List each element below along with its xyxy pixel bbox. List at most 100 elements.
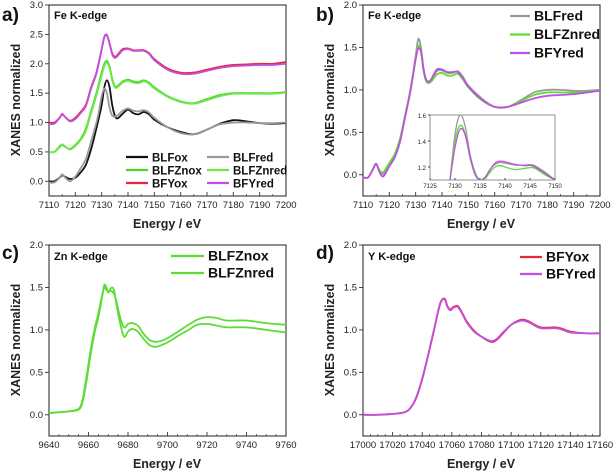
panel-d-y-k-edge: d) 17000 17020 17040 17060 17080 17100 17120 17…: [316, 240, 613, 471]
panel-a-series-bfyred: [49, 33, 286, 126]
panel-d-legend-item-bfyred: BFYred: [520, 266, 596, 282]
panel-d-x-tick-label: 17020: [379, 440, 405, 451]
panel-a-x-tick-label: 7170: [196, 200, 217, 211]
panel-a-x-tick-label: 7130: [91, 200, 112, 211]
panel-c-x-tick-label: 9640: [38, 440, 59, 451]
x-axis-title-c: Energy / eV: [133, 457, 202, 471]
panel-b-x-tick-label: 7180: [537, 200, 558, 211]
panel-d-x-tick-label: 17040: [409, 440, 435, 451]
x-axis-title-b: Energy / eV: [447, 217, 516, 231]
panel-a-y-tick-label: 2.5: [30, 29, 43, 40]
inset-series-group: [449, 115, 555, 180]
panel-a-legend-item-bfyox: BFYox: [126, 179, 188, 191]
panel-d-y-tick-label: 1.5: [344, 282, 357, 293]
panel-a-x-tick-label: 7180: [223, 200, 244, 211]
panel-b-legend-label: BFYred: [534, 45, 584, 61]
panel-label-d: d): [316, 243, 334, 264]
panel-c-y-tick-label: 1.5: [30, 282, 43, 293]
y-axis-title-c: XANES normalized: [9, 284, 23, 397]
panel-b-x-tick-label: 7200: [589, 200, 610, 211]
panel-c-y-tick-label: 1.0: [30, 325, 43, 336]
inset-x-tick-label: 7125: [423, 184, 437, 190]
panel-label-a: a): [2, 5, 19, 26]
panel-b-x-tick-label: 7150: [458, 200, 479, 211]
panel-d-series-bfyred: [363, 298, 600, 416]
panel-d-x-tick-label: 17060: [439, 440, 465, 451]
panel-a-legend-label: BFYox: [152, 179, 188, 191]
panel-b-y-tick-label: 0.0: [344, 170, 357, 181]
panel-a-legend-item-bfyred: BFYred: [207, 179, 274, 191]
panel-b-x-tick-label: 7130: [405, 200, 426, 211]
panel-d-legend-label: BFYox: [546, 249, 590, 265]
panel-a-series-blfred: [49, 87, 286, 184]
edge-label-c: Zn K-edge: [54, 251, 108, 263]
panel-c-x-tick-label: 9660: [78, 440, 99, 451]
panel-d-x-tick-label: 17000: [350, 440, 376, 451]
panel-a-legend-item-blfred: BLFred: [207, 153, 273, 165]
y-axis-title-a: XANES normalized: [9, 44, 23, 157]
panel-c-zn-k-edge: c) 9640 9660 9680 9700 9720 9740 9760 0.0 0.5 1.0…: [2, 240, 297, 471]
panel-a-x-tick-label: 7200: [275, 200, 296, 211]
panel-d-y-tick-label: 2.0: [344, 240, 357, 251]
panel-a-x-tick-label: 7140: [117, 200, 138, 211]
panel-a-x-tick-label: 7120: [65, 200, 86, 211]
panel-b-y-tick-label: 1.5: [344, 42, 357, 53]
panel-d-x-tick-label: 17160: [587, 440, 613, 451]
panel-b-x-tick-label: 7120: [379, 200, 400, 211]
panel-c-y-tick-label: 0.0: [30, 410, 43, 421]
panel-a-legend-label: BFYred: [233, 179, 274, 191]
panel-c-x-tick-label: 9740: [236, 440, 257, 451]
panel-d-legend-item-bfyox: BFYox: [520, 249, 590, 265]
panel-d-x-tick-label: 17080: [468, 440, 494, 451]
panel-a-legend-label: BLFZnred: [233, 166, 287, 178]
panel-c-legend-label: BLFZnred: [208, 265, 274, 281]
panel-c-x-tick-label: 9700: [157, 440, 178, 451]
x-axis-title-d: Energy / eV: [447, 457, 516, 471]
panel-b-legend-label: BLFred: [534, 8, 583, 24]
panel-b-series-blfznred: [363, 44, 600, 179]
panel-a-y-tick-label: 2.0: [30, 59, 43, 70]
inset-plot-frame: [429, 114, 556, 181]
panel-a-x-tick-label: 7160: [170, 200, 191, 211]
panel-c-series-blfznred: [49, 283, 286, 414]
inset-series-bfyred: [449, 127, 555, 180]
panel-b-inset: 7125 7130 7135 7140 7145 7150 1.2 1.4 1.6: [418, 114, 563, 190]
panel-b-x-tick-label: 7190: [563, 200, 584, 211]
panel-label-b: b): [316, 5, 334, 26]
panel-a-y-tick-label: 1.0: [30, 118, 43, 129]
panel-a-legend-label: BLFox: [152, 153, 188, 165]
panel-a-y-tick-label: 0.0: [30, 176, 43, 187]
panel-c-legend-item-blfznred: BLFZnred: [171, 265, 274, 281]
panel-a-y-tick-label: 3.0: [30, 0, 43, 11]
panel-d-y-tick-label: 0.5: [344, 367, 357, 378]
panel-b-x-tick-label: 7140: [431, 200, 452, 211]
panel-c-legend-item-blfznox: BLFZnox: [171, 248, 269, 264]
inset-x-tick-label: 7130: [448, 184, 462, 190]
panel-d-x-tick-label: 17100: [498, 440, 524, 451]
panel-b-x-tick-label: 7170: [510, 200, 531, 211]
edge-label-a: Fe K-edge: [54, 10, 107, 22]
inset-y-tick-label: 1.2: [418, 166, 427, 172]
panel-a-legend-item-blfznox: BLFZnox: [126, 166, 202, 178]
panel-b-y-tick-label: 0.5: [344, 127, 357, 138]
panel-a-y-tick-label: 0.5: [30, 147, 43, 158]
panel-d-series-bfyox: [363, 297, 600, 416]
panel-b-y-tick-label: 2.0: [344, 0, 357, 11]
panel-d-series-group: [363, 297, 600, 416]
panel-b-fe-k-edge-reduced: b) 7110 7120 7130 7140 7150 7160 7170 7180 7190 7…: [316, 0, 611, 231]
panel-b-legend-item-blfznred: BLFZnred: [510, 26, 600, 42]
x-axis-title-a: Energy / eV: [133, 217, 202, 231]
panel-c-y-tick-label: 0.5: [30, 367, 43, 378]
y-axis-title-d: XANES normalized: [323, 284, 337, 397]
panel-a-series-group: [49, 33, 286, 184]
inset-y-tick-label: 1.4: [418, 140, 427, 146]
panel-a-legend-item-blfznred: BLFZnred: [207, 166, 287, 178]
edge-label-b: Fe K-edge: [368, 10, 421, 22]
edge-label-d: Y K-edge: [368, 251, 415, 263]
panel-b-series-group: [363, 37, 600, 179]
panel-b-x-tick-label: 7110: [353, 200, 373, 211]
panel-d-x-tick-label: 17120: [528, 440, 554, 451]
panel-c-x-tick-label: 9680: [117, 440, 138, 451]
y-axis-title-b: XANES normalized: [323, 44, 337, 157]
